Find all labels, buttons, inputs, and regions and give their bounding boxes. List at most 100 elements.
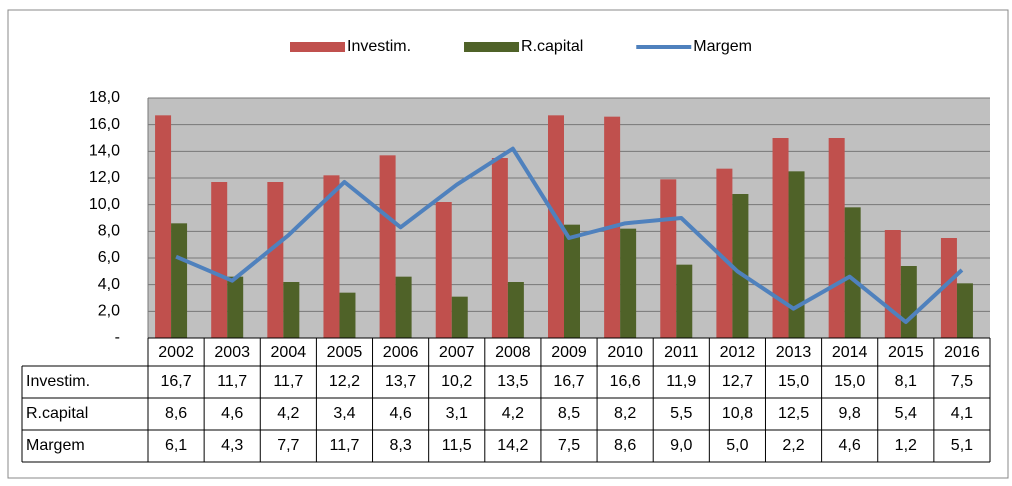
table-cell: 8,1 bbox=[895, 373, 917, 390]
bar bbox=[267, 182, 284, 338]
x-tick-label: 2009 bbox=[551, 344, 587, 361]
table-cell: 16,7 bbox=[553, 373, 584, 390]
x-tick-label: 2015 bbox=[888, 344, 924, 361]
bar bbox=[227, 276, 244, 338]
table-cell: 1,2 bbox=[895, 437, 917, 454]
x-tick-label: 2002 bbox=[158, 344, 194, 361]
table-cell: 12,7 bbox=[722, 373, 753, 390]
x-tick-label: 2014 bbox=[832, 344, 868, 361]
table-row-label: R.capital bbox=[26, 405, 88, 422]
bar bbox=[451, 296, 468, 338]
bar bbox=[548, 115, 564, 338]
y-tick-label: - bbox=[115, 329, 120, 346]
table-cell: 3,1 bbox=[446, 405, 468, 422]
legend-label: Investim. bbox=[347, 38, 411, 55]
bar bbox=[620, 228, 637, 338]
table-cell: 11,7 bbox=[217, 373, 247, 390]
table-cell: 4,6 bbox=[221, 405, 243, 422]
table-cell: 6,1 bbox=[165, 437, 187, 454]
x-tick-label: 2012 bbox=[720, 344, 756, 361]
table-cell: 5,4 bbox=[895, 405, 917, 422]
x-tick-label: 2011 bbox=[664, 344, 699, 361]
x-tick-label: 2004 bbox=[271, 344, 307, 361]
table-cell: 5,5 bbox=[670, 405, 692, 422]
table-cell: 9,0 bbox=[670, 437, 692, 454]
legend-swatch bbox=[290, 42, 345, 52]
x-tick-label: 2010 bbox=[607, 344, 643, 361]
table-cell: 9,8 bbox=[839, 405, 861, 422]
table-row-label: Margem bbox=[26, 437, 85, 454]
table-cell: 4,2 bbox=[277, 405, 299, 422]
bar bbox=[171, 223, 188, 338]
bar bbox=[564, 224, 580, 338]
table-row-label: Investim. bbox=[26, 373, 90, 390]
y-tick-label: 2,0 bbox=[98, 303, 120, 320]
table-cell: 15,0 bbox=[778, 373, 809, 390]
bar bbox=[788, 171, 805, 338]
table-cell: 4,6 bbox=[839, 437, 861, 454]
table-cell: 5,0 bbox=[726, 437, 748, 454]
x-tick-label: 2003 bbox=[214, 344, 250, 361]
x-tick-label: 2008 bbox=[495, 344, 531, 361]
table-cell: 8,5 bbox=[558, 405, 580, 422]
table-cell: 2,2 bbox=[782, 437, 804, 454]
bar bbox=[155, 115, 172, 338]
legend-swatch bbox=[464, 42, 520, 52]
bar bbox=[828, 138, 845, 338]
bar bbox=[395, 276, 412, 338]
x-tick-label: 2005 bbox=[327, 344, 363, 361]
legend-label: Margem bbox=[693, 38, 752, 55]
bar bbox=[491, 158, 508, 338]
table-cell: 4,1 bbox=[951, 405, 973, 422]
bar bbox=[732, 194, 749, 338]
bar bbox=[507, 282, 524, 338]
table-cell: 12,2 bbox=[329, 373, 360, 390]
bar bbox=[900, 266, 917, 338]
table-cell: 4,2 bbox=[502, 405, 524, 422]
y-tick-label: 16,0 bbox=[89, 116, 120, 133]
y-tick-label: 12,0 bbox=[89, 169, 120, 186]
table-cell: 8,2 bbox=[614, 405, 636, 422]
bar bbox=[716, 168, 733, 338]
table-cell: 4,6 bbox=[389, 405, 411, 422]
table-cell: 11,7 bbox=[329, 437, 359, 454]
table-cell: 3,4 bbox=[333, 405, 355, 422]
table-cell: 13,5 bbox=[497, 373, 528, 390]
x-tick-label: 2006 bbox=[383, 344, 419, 361]
table-cell: 16,6 bbox=[610, 373, 641, 390]
y-tick-label: 8,0 bbox=[98, 223, 120, 240]
y-tick-label: 10,0 bbox=[89, 196, 120, 213]
table-cell: 7,7 bbox=[277, 437, 299, 454]
table-cell: 16,7 bbox=[160, 373, 191, 390]
y-tick-label: 6,0 bbox=[98, 249, 120, 266]
bar bbox=[323, 175, 340, 338]
table-cell: 7,5 bbox=[951, 373, 973, 390]
legend-label: R.capital bbox=[521, 38, 583, 55]
x-tick-label: 2013 bbox=[776, 344, 812, 361]
bar bbox=[211, 182, 228, 338]
bar bbox=[844, 207, 861, 338]
bar bbox=[283, 282, 300, 338]
bar bbox=[940, 238, 957, 338]
bar bbox=[435, 202, 452, 338]
table-cell: 13,7 bbox=[385, 373, 416, 390]
table-cell: 11,5 bbox=[442, 437, 472, 454]
table-cell: 10,2 bbox=[441, 373, 472, 390]
table-cell: 10,8 bbox=[722, 405, 753, 422]
table-cell: 5,1 bbox=[951, 437, 973, 454]
x-tick-label: 2007 bbox=[439, 344, 475, 361]
table-cell: 4,3 bbox=[221, 437, 243, 454]
table-cell: 11,7 bbox=[273, 373, 303, 390]
y-tick-label: 14,0 bbox=[89, 143, 120, 160]
y-tick-label: 4,0 bbox=[98, 276, 120, 293]
bar bbox=[660, 179, 677, 338]
table-cell: 14,2 bbox=[497, 437, 528, 454]
bar bbox=[884, 230, 901, 338]
bar bbox=[772, 138, 789, 338]
table-cell: 7,5 bbox=[558, 437, 580, 454]
bar bbox=[956, 283, 973, 338]
table-cell: 11,9 bbox=[666, 373, 696, 390]
x-tick-label: 2016 bbox=[944, 344, 980, 361]
